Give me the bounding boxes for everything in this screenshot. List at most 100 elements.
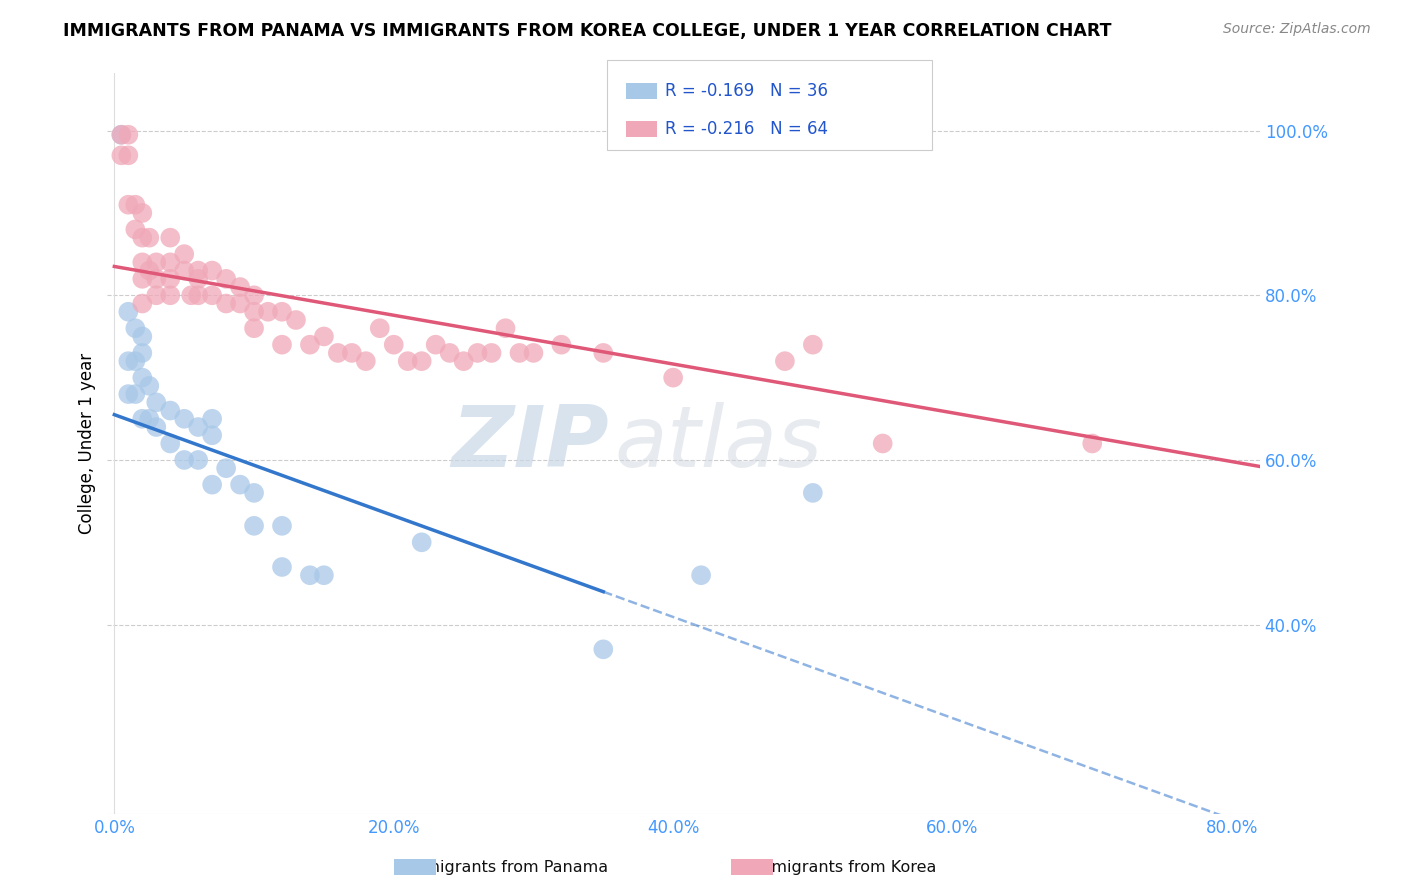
Point [131, 329, 153, 343]
Point [159, 255, 181, 269]
Point [229, 296, 252, 310]
Text: R = -0.169   N = 36: R = -0.169 N = 36 [665, 82, 828, 100]
Point [662, 370, 685, 384]
Point [131, 296, 153, 310]
Point [271, 560, 294, 574]
Point [243, 486, 266, 500]
Point [187, 288, 209, 302]
Point [138, 411, 160, 425]
Point [124, 354, 146, 368]
Point [124, 198, 146, 212]
Point [439, 346, 461, 360]
Point [201, 477, 224, 491]
Point [110, 128, 132, 142]
Point [117, 354, 139, 368]
Point [201, 428, 224, 442]
Point [690, 568, 713, 582]
Point [124, 222, 146, 236]
Point [1081, 436, 1104, 450]
Point [481, 346, 503, 360]
Point [508, 346, 530, 360]
Point [159, 436, 181, 450]
Point [298, 337, 321, 351]
Point [382, 337, 405, 351]
Point [145, 272, 167, 286]
Point [522, 346, 544, 360]
Point [257, 304, 280, 318]
Point [145, 395, 167, 409]
Point [201, 263, 224, 277]
Text: Source: ZipAtlas.com: Source: ZipAtlas.com [1223, 22, 1371, 37]
Point [117, 128, 139, 142]
Point [354, 354, 377, 368]
Point [368, 321, 391, 335]
Point [201, 288, 224, 302]
Point [131, 272, 153, 286]
Point [131, 411, 153, 425]
Point [215, 461, 238, 475]
Point [453, 354, 475, 368]
Point [159, 288, 181, 302]
Point [425, 337, 447, 351]
Point [173, 263, 195, 277]
Point [117, 304, 139, 318]
Text: Immigrants from Panama: Immigrants from Panama [404, 860, 609, 874]
Text: R = -0.216   N = 64: R = -0.216 N = 64 [665, 120, 828, 137]
Point [117, 387, 139, 401]
Point [312, 329, 335, 343]
Point [131, 255, 153, 269]
Point [124, 387, 146, 401]
Point [801, 486, 824, 500]
Point [110, 148, 132, 162]
Point [180, 288, 202, 302]
Text: atlas: atlas [614, 402, 823, 485]
Point [138, 230, 160, 244]
Point [187, 263, 209, 277]
Point [215, 272, 238, 286]
Point [411, 535, 433, 549]
Point [131, 230, 153, 244]
Point [117, 148, 139, 162]
Point [187, 272, 209, 286]
Point [243, 304, 266, 318]
Point [117, 198, 139, 212]
Point [396, 354, 419, 368]
Point [173, 453, 195, 467]
Point [243, 321, 266, 335]
Point [271, 337, 294, 351]
Point [215, 296, 238, 310]
Point [187, 420, 209, 434]
Point [592, 346, 614, 360]
Point [131, 206, 153, 220]
Point [271, 304, 294, 318]
Point [173, 247, 195, 261]
Point [495, 321, 517, 335]
Point [131, 370, 153, 384]
Point [326, 346, 349, 360]
Point [159, 403, 181, 417]
Point [159, 272, 181, 286]
Point [872, 436, 894, 450]
Text: ZIP: ZIP [451, 402, 609, 485]
Point [145, 420, 167, 434]
Point [271, 518, 294, 533]
Point [411, 354, 433, 368]
Point [773, 354, 796, 368]
Point [550, 337, 572, 351]
Text: Immigrants from Korea: Immigrants from Korea [751, 860, 936, 874]
Text: IMMIGRANTS FROM PANAMA VS IMMIGRANTS FROM KOREA COLLEGE, UNDER 1 YEAR CORRELATIO: IMMIGRANTS FROM PANAMA VS IMMIGRANTS FRO… [63, 22, 1112, 40]
Point [298, 568, 321, 582]
Point [159, 230, 181, 244]
Point [173, 411, 195, 425]
Point [592, 642, 614, 657]
Point [243, 518, 266, 533]
Point [187, 453, 209, 467]
Point [229, 477, 252, 491]
Point [131, 346, 153, 360]
Point [145, 255, 167, 269]
Point [201, 411, 224, 425]
Point [243, 288, 266, 302]
Point [467, 346, 489, 360]
Point [340, 346, 363, 360]
Point [138, 379, 160, 393]
